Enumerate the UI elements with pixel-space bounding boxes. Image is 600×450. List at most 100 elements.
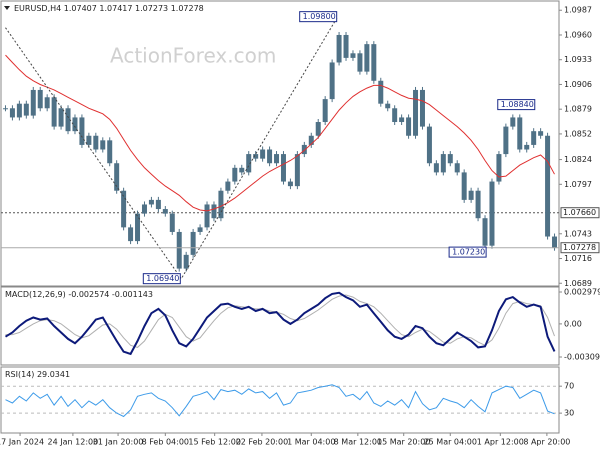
moving-average bbox=[5, 54, 555, 212]
macd-panel bbox=[0, 286, 560, 366]
candle bbox=[232, 167, 238, 182]
candle bbox=[114, 163, 120, 191]
candle bbox=[211, 204, 217, 219]
candle bbox=[218, 190, 224, 219]
candle bbox=[531, 131, 537, 145]
candle bbox=[16, 103, 22, 118]
candle bbox=[315, 122, 321, 136]
y-tick-label: 1.0987 bbox=[564, 6, 592, 15]
candle bbox=[58, 108, 64, 127]
x-tick-label: 25 Mar 04:00 bbox=[424, 438, 477, 447]
swing-box bbox=[299, 11, 338, 23]
candle bbox=[496, 154, 502, 182]
y-tick-label: 1.0824 bbox=[564, 155, 592, 164]
candle bbox=[239, 167, 245, 173]
candle bbox=[399, 117, 405, 123]
candle bbox=[503, 126, 509, 155]
candle bbox=[107, 140, 113, 164]
candle bbox=[183, 254, 189, 269]
x-tick-label: 15 Mar 20:00 bbox=[377, 438, 430, 447]
price-panel bbox=[0, 0, 560, 287]
swing-label: 1.08840 bbox=[501, 100, 534, 109]
candle bbox=[475, 190, 481, 219]
candle bbox=[93, 135, 99, 150]
level-label: 1.07660 bbox=[563, 208, 596, 217]
price-header: EURUSD,H4 1.07407 1.07417 1.07273 1.0727… bbox=[14, 4, 204, 13]
candle bbox=[135, 213, 141, 242]
candle bbox=[385, 103, 391, 109]
candle bbox=[155, 199, 161, 210]
candle bbox=[225, 181, 231, 191]
candle bbox=[197, 227, 203, 232]
candle bbox=[329, 62, 335, 100]
candle bbox=[260, 149, 266, 159]
swing-label: 1.09800 bbox=[303, 12, 336, 21]
y-tick-label: 1.0960 bbox=[564, 30, 592, 39]
candle bbox=[274, 154, 280, 164]
level-box bbox=[560, 207, 600, 219]
candle bbox=[280, 154, 286, 182]
candle bbox=[461, 172, 467, 200]
macd-header: MACD(12,26,9) -0.002574 -0.001143 bbox=[5, 290, 153, 299]
candle bbox=[538, 131, 544, 136]
signal-value: -0.001143 bbox=[112, 290, 153, 299]
candle bbox=[489, 181, 495, 246]
candle bbox=[364, 44, 370, 72]
candle bbox=[524, 144, 530, 150]
open: 1.07407 bbox=[64, 4, 97, 13]
y-tick-label: 0.00 bbox=[564, 319, 582, 328]
candle bbox=[246, 154, 252, 173]
x-tick-label: 31 Jan 20:00 bbox=[93, 438, 144, 447]
candle bbox=[287, 181, 293, 187]
candle bbox=[65, 108, 71, 132]
x-tick-label: 1 Apr 12:00 bbox=[477, 438, 524, 447]
y-tick-label: 1.0852 bbox=[564, 129, 592, 138]
y-tick-label: 1.0689 bbox=[564, 279, 592, 288]
y-tick-label: 1.0797 bbox=[564, 180, 592, 189]
candle bbox=[447, 154, 453, 164]
candle bbox=[517, 117, 523, 150]
x-tick-label: 8 Apr 20:00 bbox=[523, 438, 570, 447]
high: 1.07417 bbox=[99, 4, 132, 13]
close: 1.07278 bbox=[171, 4, 204, 13]
candle bbox=[44, 97, 50, 109]
macd-title: MACD(12,26,9) bbox=[5, 290, 66, 299]
y-tick-label: -0.003093 bbox=[564, 352, 600, 361]
swing-box bbox=[142, 273, 181, 285]
candle bbox=[468, 190, 474, 200]
y-tick-label: 30 bbox=[564, 409, 574, 418]
candle bbox=[121, 190, 127, 228]
candle bbox=[510, 117, 516, 127]
candle bbox=[162, 209, 168, 214]
y-tick-label: 1.0933 bbox=[564, 55, 592, 64]
macd-line bbox=[4, 291, 556, 356]
x-tick-label: 24 Jan 12:00 bbox=[48, 438, 99, 447]
candle bbox=[440, 154, 446, 173]
candle bbox=[350, 53, 356, 58]
candle bbox=[128, 227, 134, 242]
candle bbox=[406, 117, 412, 136]
candle bbox=[308, 135, 314, 145]
x-tick-label: 8 Feb 04:00 bbox=[142, 438, 189, 447]
swing-label: 1.07230 bbox=[452, 248, 485, 257]
candle bbox=[23, 103, 29, 116]
rsi-header: RSI(14) 29.0341 bbox=[5, 370, 70, 379]
candle bbox=[482, 218, 488, 246]
candle bbox=[30, 89, 36, 116]
y-tick-label: 1.0879 bbox=[564, 105, 592, 114]
y-tick-label: 0.002979 bbox=[564, 288, 600, 297]
rsi-panel bbox=[0, 366, 560, 434]
candle bbox=[253, 154, 259, 159]
macd-value: -0.002574 bbox=[68, 290, 109, 299]
swing-box bbox=[448, 246, 487, 258]
candle bbox=[433, 163, 439, 173]
candle bbox=[51, 97, 57, 127]
candle bbox=[552, 236, 558, 248]
candle bbox=[336, 34, 342, 63]
menu-arrow bbox=[4, 6, 10, 10]
candle bbox=[2, 108, 8, 110]
zigzag bbox=[5, 16, 339, 280]
x-tick-label: 17 Jan 2024 bbox=[0, 438, 44, 447]
candle bbox=[343, 34, 349, 58]
